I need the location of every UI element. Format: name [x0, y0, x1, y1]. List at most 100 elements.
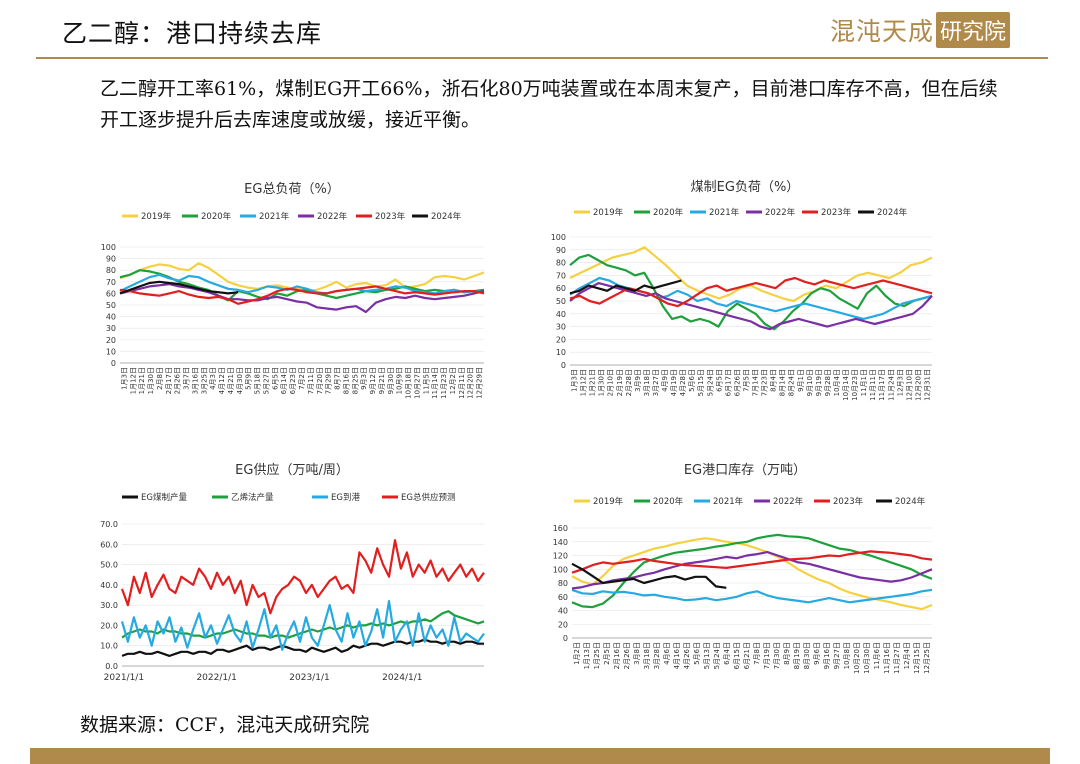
chart-coal-eg-load: 煤制EG负荷（%） 2019年 2020年 2021年 2022年 2023年 2024年 0…	[551, 180, 933, 401]
legend-label-4: 2023年	[375, 211, 406, 222]
series-line-1	[569, 253, 933, 331]
x-tick-label: 12月15日	[913, 642, 921, 674]
x-tick-label: 9月16日	[823, 642, 831, 669]
y-tick-label: 20	[556, 335, 566, 344]
x-tick-label: 1月12日	[580, 369, 588, 396]
x-tick-label: 3月27日	[652, 369, 660, 396]
x-tick-label: 6月17日	[724, 369, 732, 396]
x-tick-label: 1月30日	[598, 369, 606, 396]
x-tick-label: 11月24日	[887, 369, 895, 401]
series-line-3	[569, 281, 933, 331]
y-tick-label: 60	[558, 593, 568, 602]
logo-text: 混沌天成	[830, 17, 935, 46]
x-tick-label: 8月7日	[334, 367, 342, 390]
x-tick-label: 4月28日	[679, 369, 687, 396]
x-tick-label: 5月27日	[262, 367, 270, 394]
y-tick-label: 70	[106, 278, 116, 287]
legend-label-3: 2022年	[773, 496, 804, 507]
y-tick-label: 10	[106, 347, 116, 356]
x-tick-label: 6月15日	[733, 642, 741, 669]
x-tick-label: 12月29日	[476, 367, 484, 399]
y-tick-label: 50	[556, 297, 566, 306]
x-tick-label: 5月9日	[245, 367, 253, 390]
x-tick-label: 1月3日	[120, 367, 128, 390]
x-tick-label: 6月5日	[271, 367, 279, 390]
y-tick-label: 40.0	[100, 581, 118, 590]
x-tick-label: 1月12日	[129, 367, 137, 394]
legend-label-2: 2021年	[709, 207, 740, 218]
chart-title: 煤制EG负荷（%）	[691, 180, 800, 195]
x-tick-label: 1月13日	[583, 642, 591, 669]
x-tick-label: 12月20日	[914, 369, 922, 401]
y-tick-label: 30	[106, 324, 116, 333]
legend-label-1: 2020年	[653, 207, 684, 218]
x-tick-label: 8月14日	[779, 369, 787, 396]
x-tick-label: 6月21日	[743, 642, 751, 669]
x-tick-label: 6月4日	[723, 642, 731, 665]
x-tick-label: 2月26日	[623, 642, 631, 669]
x-tick-label: 1月21日	[589, 369, 597, 396]
y-tick-label: 80	[558, 579, 568, 588]
x-tick-label: 7月20日	[316, 367, 324, 394]
x-tick-label: 4月30日	[236, 367, 244, 394]
x-tick-label: 7月19日	[763, 642, 771, 669]
legend-label-2: 2021年	[259, 211, 290, 222]
page-header: 乙二醇：港口持续去库 混沌天成 研究院	[0, 0, 1080, 62]
series-line-3	[571, 550, 933, 590]
series-line-5	[569, 279, 682, 295]
series-line-4	[571, 550, 933, 574]
y-tick-label: 0	[563, 634, 568, 643]
x-tick-label: 3月18日	[643, 642, 651, 669]
y-tick-label: 60	[106, 289, 116, 298]
x-tick-label: 11月14日	[431, 367, 439, 399]
legend-label-0: EG煤制产量	[141, 492, 187, 503]
x-tick-label: 8月4日	[770, 369, 778, 392]
x-tick-label: 11月17日	[878, 369, 886, 401]
x-tick-label: 11月23日	[440, 367, 448, 399]
y-tick-label: 140	[553, 538, 568, 547]
x-tick-label: 10月14日	[842, 369, 850, 401]
x-tick-label: 11月11日	[869, 369, 877, 401]
chart-title: EG港口库存（万吨）	[684, 462, 806, 478]
y-tick-label: 20	[106, 336, 116, 345]
legend-label-2: EG到港	[331, 492, 360, 503]
x-tick-label: 2月28日	[625, 369, 633, 396]
x-tick-label: 9月21日	[378, 367, 386, 394]
y-tick-label: 30	[556, 323, 566, 332]
x-tick-label: 1月3日	[571, 369, 579, 392]
x-tick-label: 7月11日	[307, 367, 315, 394]
y-tick-label: 10	[556, 348, 566, 357]
x-tick-label: 2月10日	[607, 369, 615, 396]
x-tick-label: 11月27日	[893, 642, 901, 674]
y-tick-label: 80	[106, 266, 116, 275]
x-tick-label: 9月19日	[815, 369, 823, 396]
x-tick-label: 1月30日	[147, 367, 155, 394]
x-tick-label: 2月5日	[603, 642, 611, 665]
series-line-4	[119, 285, 485, 305]
legend-label-4: 2023年	[821, 207, 852, 218]
y-tick-label: 20	[558, 620, 568, 629]
chart-title: EG总负荷（%）	[244, 182, 340, 197]
y-tick-label: 50.0	[100, 561, 118, 570]
x-tick-label: 12月3日	[896, 369, 904, 396]
x-tick-label: 12月31日	[923, 369, 931, 401]
legend-label-5: 2024年	[895, 496, 926, 507]
y-tick-label: 60.0	[100, 540, 118, 549]
legend-label-0: 2019年	[593, 496, 624, 507]
x-tick-label: 8月25日	[351, 367, 359, 394]
y-tick-label: 20.0	[100, 621, 118, 630]
legend-label-0: 2019年	[141, 211, 172, 222]
x-tick-label: 7月8日	[753, 642, 761, 665]
x-tick-label: 11月1日	[860, 369, 868, 396]
x-tick-label: 10月23日	[851, 369, 859, 401]
x-tick-label: 6月26日	[733, 369, 741, 396]
x-tick-label: 12月25日	[923, 642, 931, 674]
legend-label-3: EG总供应预测	[401, 492, 455, 503]
legend-label-0: 2019年	[593, 207, 624, 218]
series-line-1	[571, 533, 933, 609]
x-tick-label: 9月28日	[824, 369, 832, 396]
x-tick-label: 8月30日	[803, 642, 811, 669]
y-tick-label: 10.0	[100, 642, 118, 651]
header-divider	[36, 57, 1048, 59]
x-tick-label: 6月14日	[280, 367, 288, 394]
